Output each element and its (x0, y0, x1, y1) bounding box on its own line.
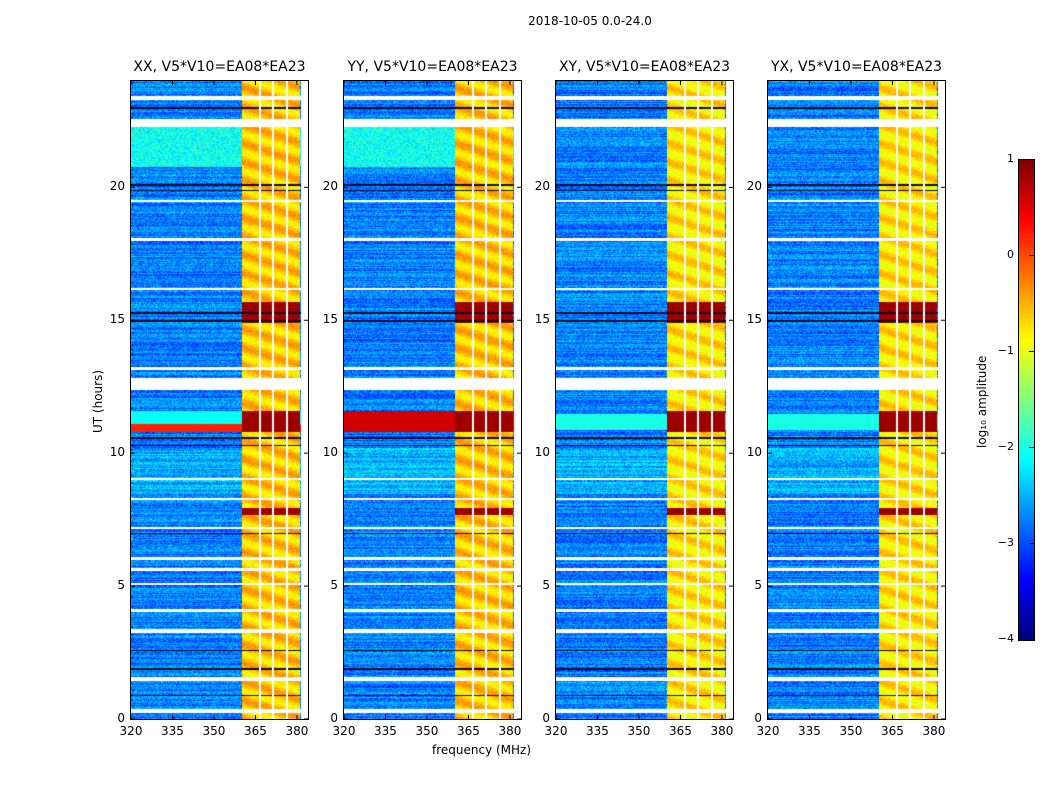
y-tick-label: 10 (322, 445, 338, 460)
y-tick-label: 0 (330, 711, 338, 725)
colorbar-tick (1029, 255, 1034, 256)
x-tick-label: 365 (244, 724, 267, 738)
x-tick-label: 335 (798, 724, 821, 738)
colorbar-tick-label: −4 (997, 632, 1014, 645)
x-tick-label: 365 (457, 724, 480, 738)
x-tick-label: 380 (922, 724, 946, 738)
panel-title: XX, V5*V10=EA08*EA23 (133, 59, 306, 75)
y-tick-label: 20 (322, 179, 338, 194)
colorbar-label: log₁₀ amplitude (975, 355, 989, 448)
y-tick-label: 10 (746, 445, 762, 460)
x-tick-label: 350 (839, 724, 863, 738)
x-tick-label: 320 (756, 724, 780, 738)
y-tick-label: 20 (109, 179, 125, 194)
y-tick-label: 5 (330, 578, 338, 593)
y-tick-label: 5 (542, 578, 550, 593)
y-tick-label: 15 (322, 312, 338, 327)
y-tick-label: 10 (534, 445, 550, 460)
colorbar-tick (1029, 447, 1034, 448)
panel-title: YY, V5*V10=EA08*EA23 (347, 59, 518, 75)
colorbar-tick-label: −3 (997, 536, 1014, 549)
tick-marks (556, 81, 733, 719)
colorbar (1018, 159, 1035, 641)
colorbar-tick-label: 0 (1007, 248, 1014, 261)
y-tick-label: 10 (109, 445, 125, 460)
heatmap-image (344, 81, 521, 719)
figure-title: 2018-10-05 0.0-24.0 (528, 14, 652, 28)
panel-title: YX, V5*V10=EA08*EA23 (770, 59, 943, 75)
y-tick-label: 15 (746, 312, 762, 327)
heatmap-panel (343, 80, 522, 720)
y-tick-label: 20 (746, 179, 762, 194)
heatmap-image (768, 81, 945, 719)
y-axis-label: UT (hours) (91, 369, 105, 433)
heatmap-panel (130, 80, 309, 720)
x-tick-label: 350 (415, 724, 439, 738)
heatmap-panel (555, 80, 734, 720)
tick-marks (344, 81, 521, 719)
x-tick-label: 350 (202, 724, 226, 738)
heatmap-panel (767, 80, 946, 720)
heatmap-image (556, 81, 733, 719)
colorbar-tick-label: −1 (997, 344, 1014, 357)
x-tick-label: 380 (710, 724, 734, 738)
x-tick-label: 320 (544, 724, 568, 738)
y-tick-label: 0 (754, 711, 762, 725)
tick-marks (131, 81, 308, 719)
x-tick-label: 365 (881, 724, 904, 738)
colorbar-tick-label: −2 (997, 440, 1014, 453)
x-tick-label: 335 (161, 724, 184, 738)
y-tick-label: 5 (117, 578, 125, 593)
x-axis-label: frequency (MHz) (432, 743, 532, 757)
x-tick-label: 350 (627, 724, 651, 738)
heatmap-image (131, 81, 308, 719)
panel-title: XY, V5*V10=EA08*EA23 (558, 59, 731, 75)
x-tick-label: 335 (586, 724, 609, 738)
x-tick-label: 365 (669, 724, 692, 738)
colorbar-tick-label: 1 (1007, 152, 1014, 165)
x-tick-label: 380 (498, 724, 522, 738)
colorbar-tick (1029, 351, 1034, 352)
x-tick-label: 335 (374, 724, 397, 738)
y-tick-label: 15 (534, 312, 550, 327)
tick-marks (768, 81, 945, 719)
colorbar-tick (1029, 543, 1034, 544)
y-tick-label: 15 (109, 312, 125, 327)
x-tick-label: 320 (119, 724, 143, 738)
y-tick-label: 0 (542, 711, 550, 725)
x-tick-label: 320 (332, 724, 356, 738)
y-tick-label: 5 (754, 578, 762, 593)
y-tick-label: 0 (117, 711, 125, 725)
x-tick-label: 380 (285, 724, 309, 738)
y-tick-label: 20 (534, 179, 550, 194)
